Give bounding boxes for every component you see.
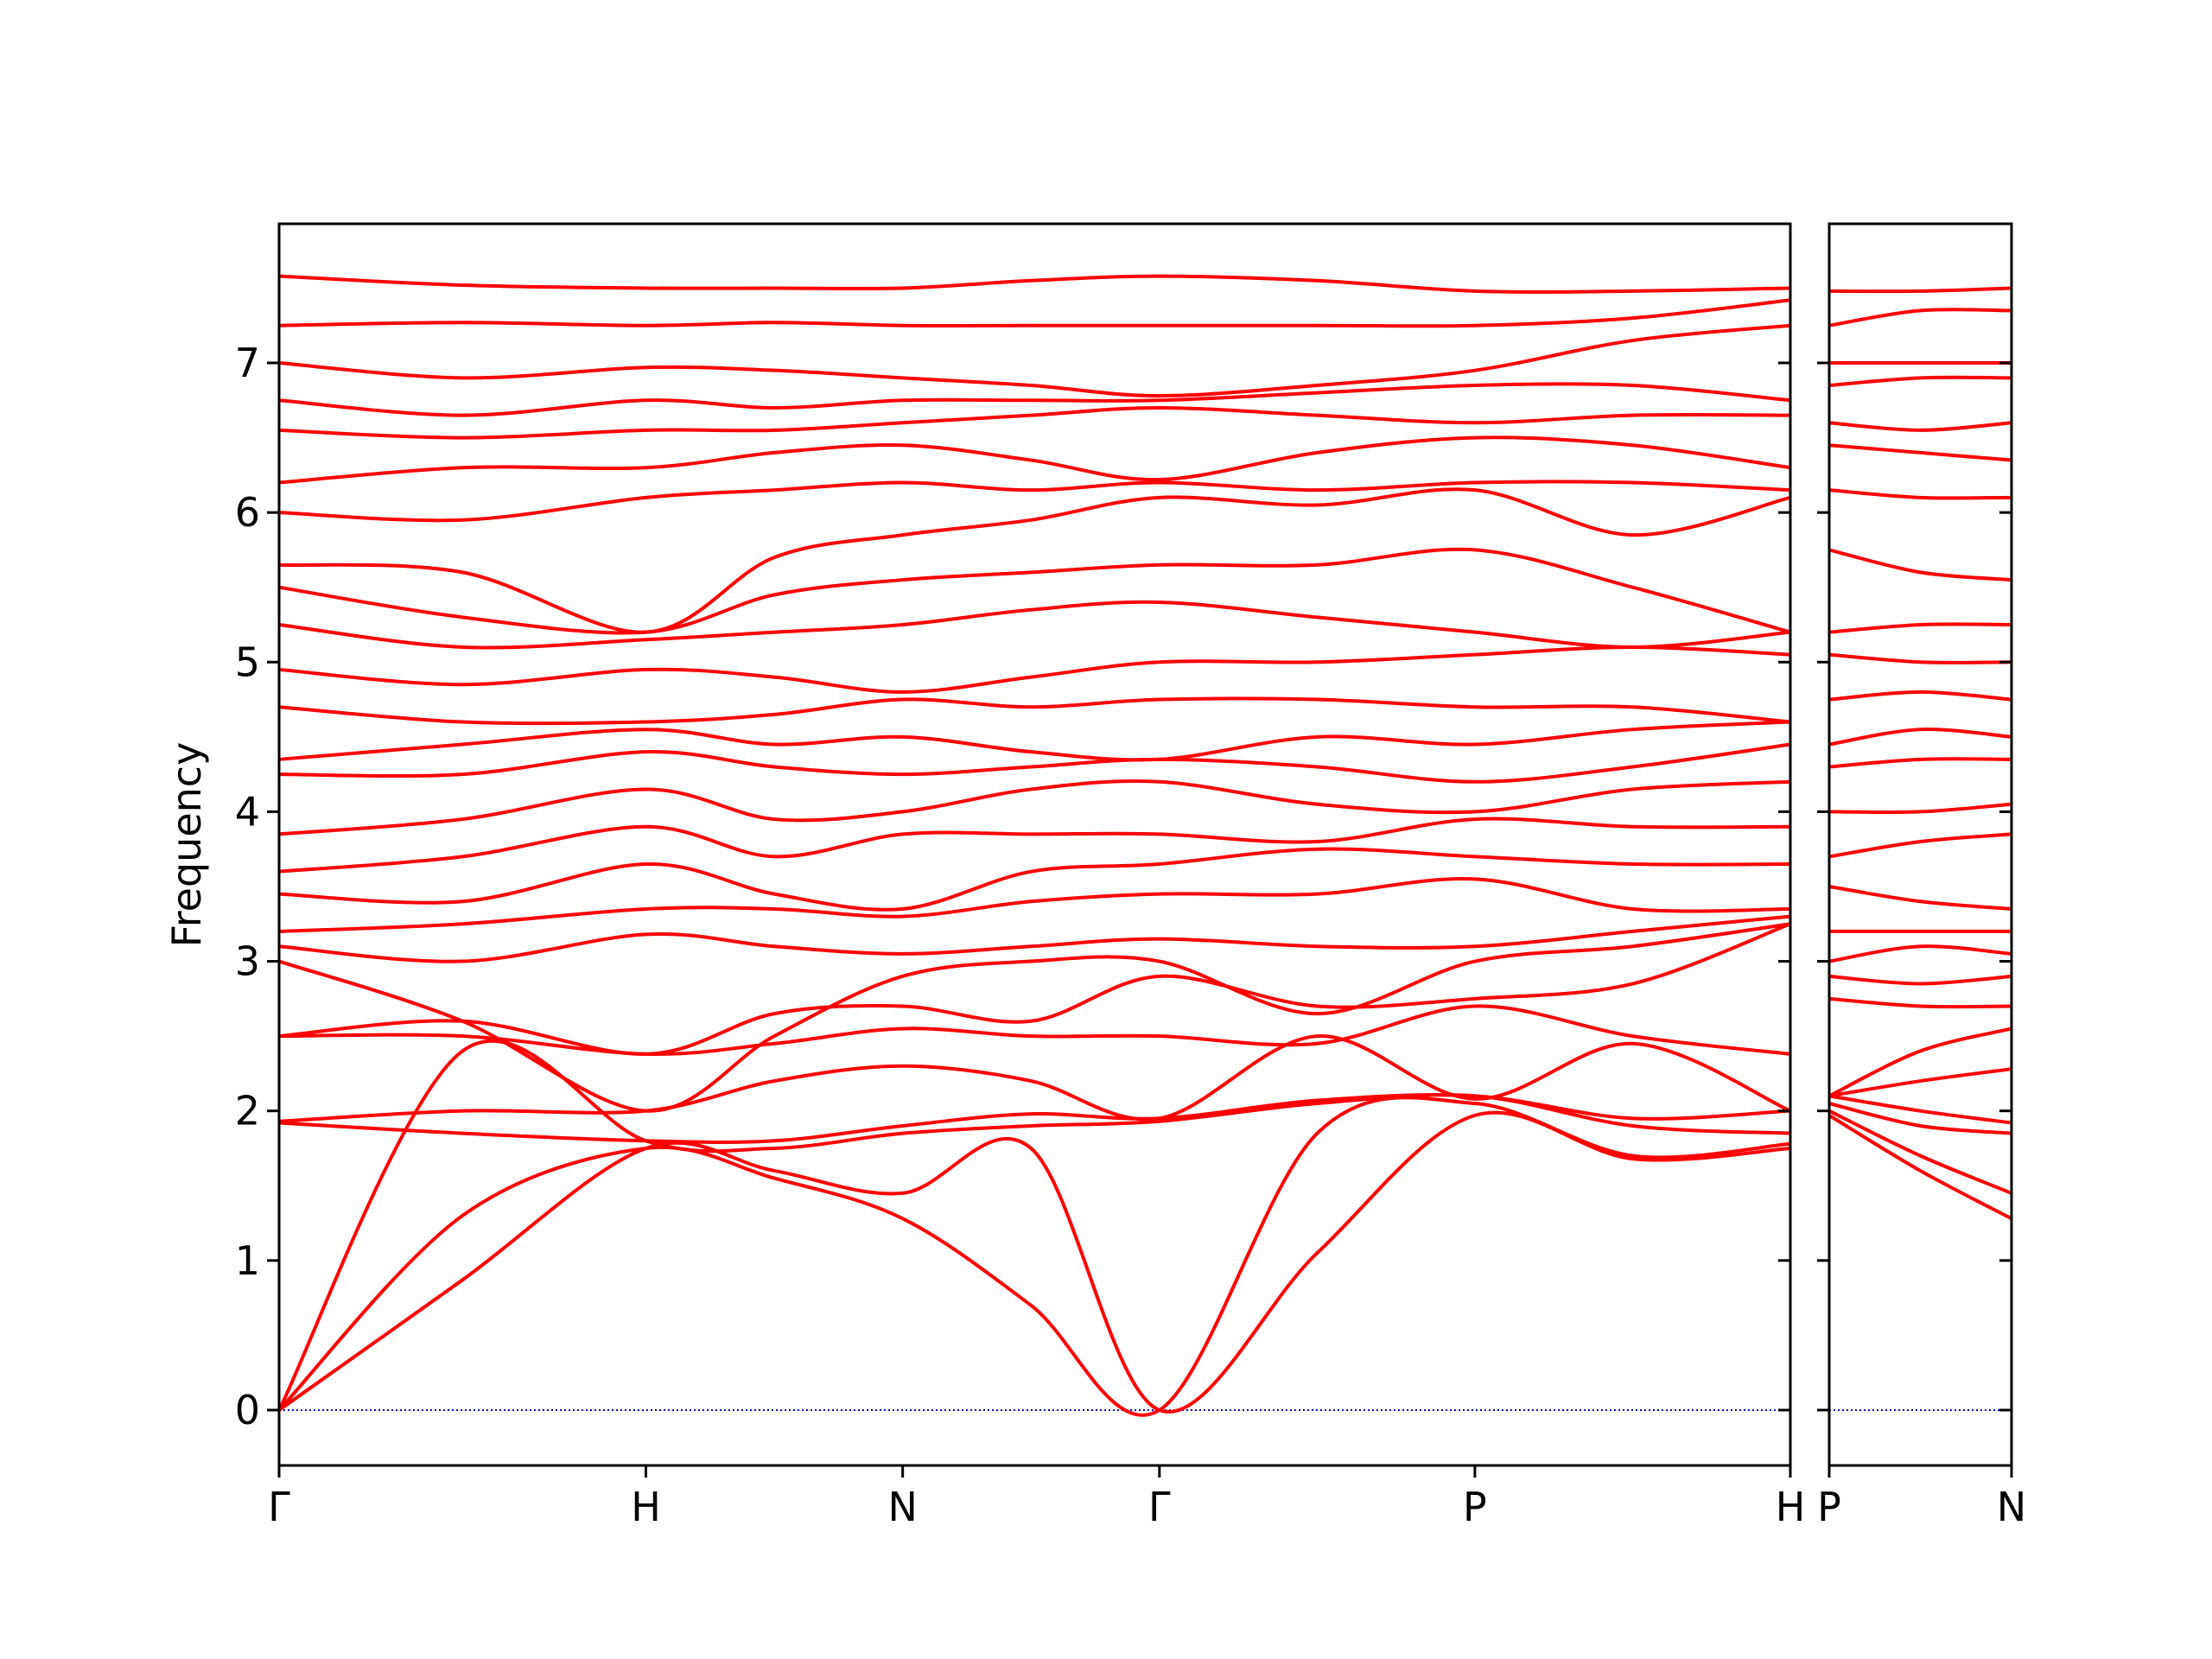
y-tick-label: 3 — [235, 938, 260, 985]
x-tick-label: N — [887, 1484, 917, 1530]
band-line — [278, 645, 1791, 694]
x-tick-label: Γ — [268, 1484, 290, 1530]
band-line — [278, 382, 1791, 417]
band-line — [1828, 996, 2012, 1009]
band-line — [1828, 832, 2012, 859]
band-line — [278, 435, 1791, 485]
band-line — [278, 487, 1791, 634]
plot-frame — [1827, 222, 2013, 1467]
band-line — [1828, 944, 2012, 963]
band-line — [1828, 885, 2012, 911]
band-line — [278, 847, 1791, 912]
band-line — [278, 779, 1791, 836]
x-tick-label: Γ — [1148, 1484, 1171, 1530]
y-tick-label: 7 — [235, 340, 260, 386]
band-line — [277, 1039, 1791, 1411]
y-tick-label: 5 — [235, 639, 260, 685]
band-line — [1828, 308, 2012, 327]
band-line — [1827, 1114, 2012, 1221]
band-line — [1828, 488, 2012, 500]
band-line — [1828, 757, 2012, 769]
band-line — [278, 547, 1791, 635]
band-line — [277, 1110, 1791, 1414]
band-line — [278, 742, 1791, 784]
y-tick-label: 0 — [235, 1387, 260, 1433]
band-line — [278, 1004, 1791, 1057]
band-line — [1828, 375, 2012, 387]
x-tick-label: H — [1776, 1484, 1806, 1530]
band-line — [1828, 1109, 2012, 1195]
band-line — [278, 817, 1791, 874]
band-line — [278, 922, 1791, 1056]
band-line — [1828, 286, 2012, 294]
band-line — [278, 323, 1791, 398]
band-line — [1828, 728, 2012, 747]
y-tick-label: 6 — [235, 489, 260, 536]
x-tick-label: H — [631, 1484, 661, 1530]
x-tick-label: N — [1997, 1484, 2026, 1530]
band-line — [1828, 421, 2012, 432]
band-line — [1828, 974, 2012, 986]
band-line — [278, 876, 1791, 933]
band-line — [278, 600, 1791, 650]
band-line — [278, 298, 1791, 328]
band-line — [1828, 690, 2012, 702]
band-line — [1828, 802, 2012, 815]
band-line — [1828, 1094, 2012, 1125]
band-line — [278, 1093, 1791, 1144]
band-line — [278, 1034, 1791, 1123]
band-line — [1828, 1027, 2012, 1098]
band-line — [278, 274, 1791, 294]
band-line — [277, 1096, 1791, 1417]
band-line — [1828, 443, 2012, 462]
x-tick-label: P — [1817, 1484, 1841, 1530]
band-line — [1828, 1067, 2012, 1098]
band-line — [278, 480, 1791, 523]
y-axis-label: Frequency — [163, 742, 210, 948]
band-line — [278, 922, 1791, 1113]
y-tick-label: 4 — [235, 788, 260, 835]
band-line — [1828, 652, 2012, 664]
band-line — [278, 720, 1791, 762]
plot-frame — [277, 222, 1792, 1467]
band-line — [278, 914, 1791, 963]
x-tick-label: P — [1463, 1484, 1487, 1530]
y-tick-label: 1 — [235, 1237, 260, 1284]
band-line — [1828, 1102, 2012, 1135]
band-line — [278, 696, 1791, 726]
y-tick-label: 2 — [235, 1088, 260, 1135]
band-line — [1828, 622, 2012, 634]
band-line — [1828, 548, 2012, 582]
band-line — [278, 405, 1791, 440]
